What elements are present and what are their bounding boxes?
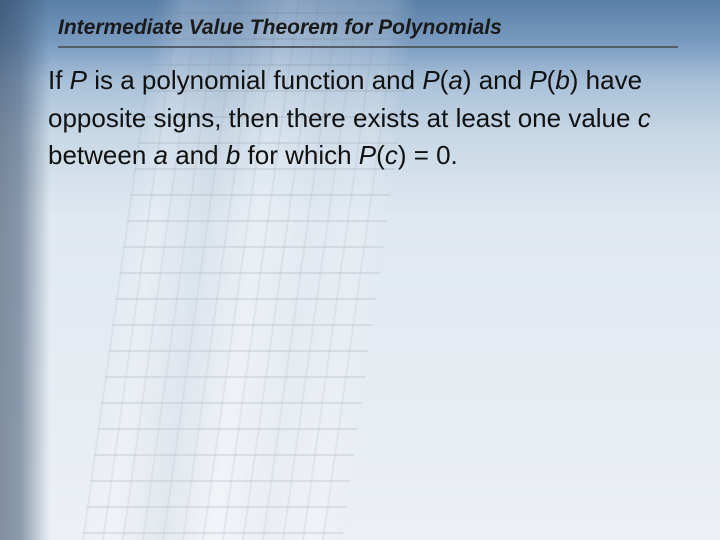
body-text-segment: is a polynomial function and xyxy=(87,65,422,95)
title-bar: Intermediate Value Theorem for Polynomia… xyxy=(58,14,678,48)
body-italic-segment: a xyxy=(154,140,168,170)
body-text-segment: for which xyxy=(240,140,359,170)
body-italic-segment: c xyxy=(385,140,398,170)
slide: Intermediate Value Theorem for Polynomia… xyxy=(0,0,720,540)
background-building-shadow xyxy=(0,0,50,540)
body-text-segment: and xyxy=(168,140,226,170)
body-italic-segment: P xyxy=(359,140,376,170)
body-italic-segment: P xyxy=(529,65,546,95)
body-italic-segment: b xyxy=(226,140,240,170)
body-text-segment: ) and xyxy=(463,65,530,95)
body-italic-segment: a xyxy=(448,65,462,95)
body-italic-segment: P xyxy=(422,65,439,95)
body-text-segment: ) = 0. xyxy=(398,140,458,170)
slide-title: Intermediate Value Theorem for Polynomia… xyxy=(58,16,678,40)
body-text-segment: If xyxy=(48,65,70,95)
body-italic-segment: b xyxy=(555,65,569,95)
body-text-segment: between xyxy=(48,140,154,170)
slide-body: If P is a polynomial function and P(a) a… xyxy=(48,62,678,175)
body-italic-segment: P xyxy=(70,65,87,95)
body-text-segment: ( xyxy=(376,140,385,170)
body-italic-segment: c xyxy=(638,103,651,133)
